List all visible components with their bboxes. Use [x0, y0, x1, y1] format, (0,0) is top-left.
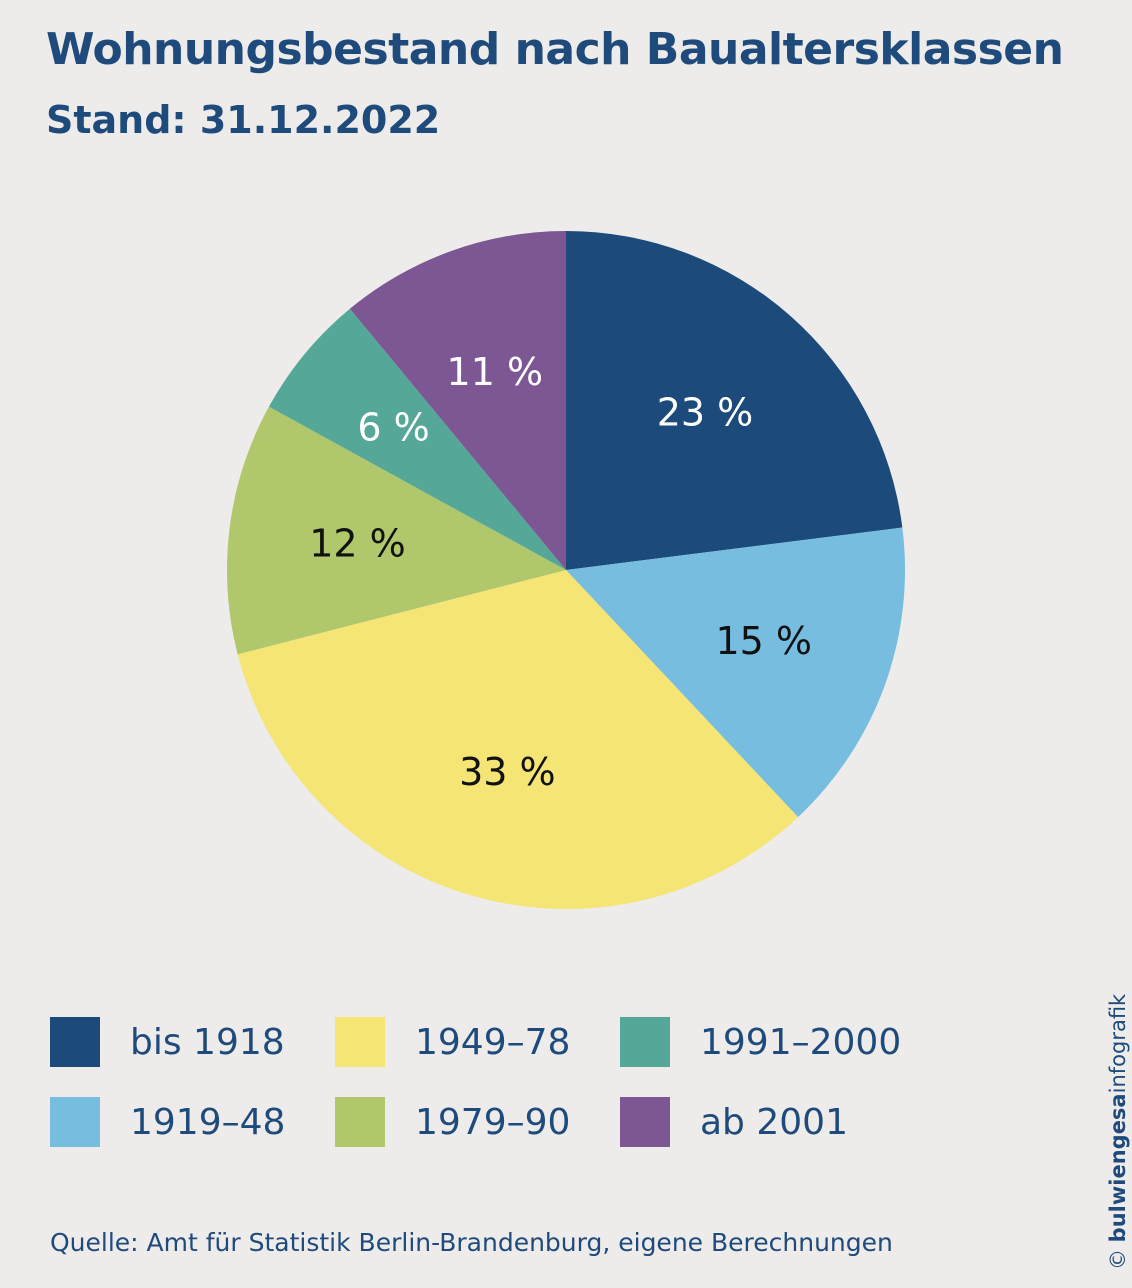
source-note: Quelle: Amt für Statistik Berlin-Branden… [50, 1228, 893, 1257]
legend-swatch [620, 1097, 670, 1147]
legend-label: 1979–90 [415, 1101, 571, 1143]
pie-slice-1991-2000 [268, 308, 566, 570]
legend-swatch [335, 1097, 385, 1147]
pie-chart: 23 % 15 % 33 % 12 % 6 % 11 % [227, 231, 905, 909]
copyright-symbol: © [1106, 1249, 1130, 1270]
legend-item-bis-1918: bis 1918 [50, 1017, 285, 1067]
legend-swatch [50, 1017, 100, 1067]
pie-slice-label: 6 % [357, 405, 429, 449]
legend-item-1991-2000: 1991–2000 [620, 1017, 901, 1067]
chart-title: Wohnungsbestand nach Baualtersklassen [46, 24, 1064, 75]
pie-slice-label: 12 % [309, 522, 406, 566]
chart-subtitle: Stand: 31.12.2022 [46, 98, 441, 142]
pie-slice-ab-2001 [349, 231, 566, 570]
legend-label: 1949–78 [415, 1021, 571, 1063]
pie-slice-bis-1918 [566, 231, 903, 570]
pie-slice-label: 15 % [715, 619, 812, 663]
pie-slice-1979-90 [227, 406, 567, 655]
legend-swatch [335, 1017, 385, 1067]
pie-slice-1919-48 [566, 527, 905, 818]
legend-item-ab-2001: ab 2001 [620, 1097, 848, 1147]
brand-rest: infografik [1106, 993, 1130, 1094]
legend-label: 1991–2000 [700, 1021, 902, 1063]
legend-swatch [50, 1097, 100, 1147]
pie-slice-label: 23 % [657, 390, 754, 434]
pie-slice-label: 33 % [459, 750, 556, 794]
brand-bold: bulwiengesa [1106, 1093, 1130, 1243]
legend-label: bis 1918 [130, 1021, 285, 1063]
legend-item-1979-90: 1979–90 [335, 1097, 570, 1147]
legend-item-1919-48: 1919–48 [50, 1097, 285, 1147]
pie-slice-label: 11 % [447, 350, 544, 394]
legend-swatch [620, 1017, 670, 1067]
legend-label: ab 2001 [700, 1101, 848, 1143]
pie-slice-1949-78 [237, 570, 799, 909]
legend-label: 1919–48 [130, 1101, 286, 1143]
copyright-credit: © bulwiengesainfografik [1106, 994, 1130, 1270]
legend-item-1949-78: 1949–78 [335, 1017, 570, 1067]
